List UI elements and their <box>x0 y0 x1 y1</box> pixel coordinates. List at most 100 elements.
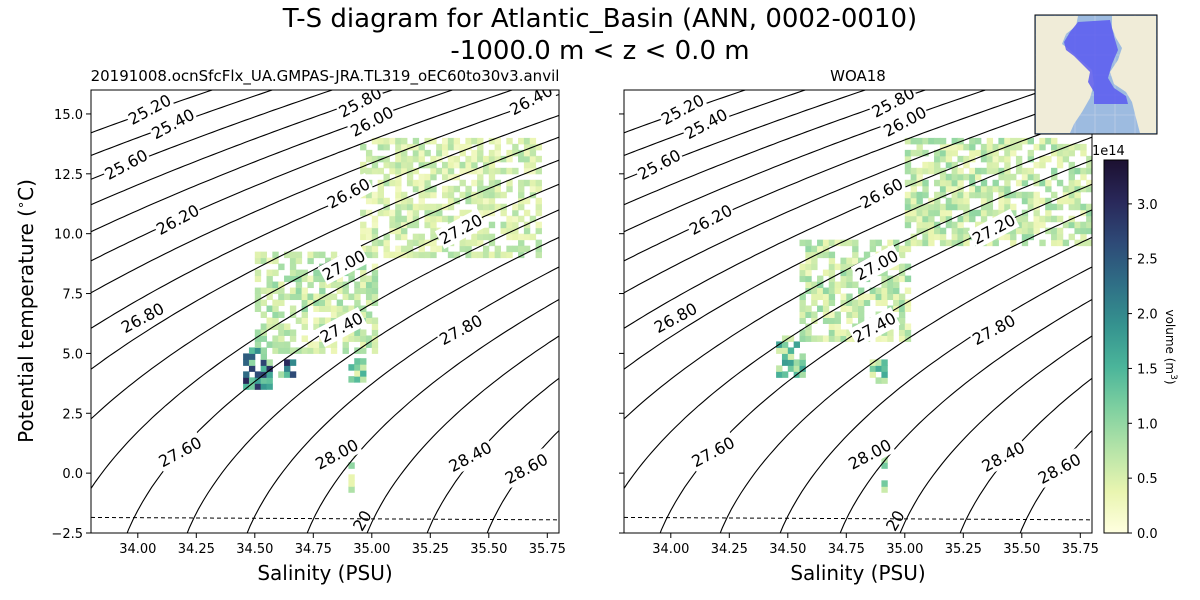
heatmap-cell <box>1080 209 1087 217</box>
heatmap-cell <box>1074 197 1081 205</box>
heatmap-cell <box>301 317 308 324</box>
heatmap-cell <box>1074 167 1081 175</box>
heatmap-cell <box>1068 191 1075 199</box>
x-tick-label: 35.00 <box>886 542 923 557</box>
x-tick-label: 34.50 <box>236 542 273 557</box>
heatmap-cell <box>980 215 988 223</box>
heatmap-cell <box>817 305 824 312</box>
heatmap-cell <box>430 173 437 181</box>
heatmap-cell <box>822 335 830 342</box>
heatmap-cell <box>1068 179 1075 187</box>
heatmap-cell <box>424 191 431 199</box>
heatmap-cell <box>371 347 379 354</box>
heatmap-cell <box>471 239 478 247</box>
heatmap-cell <box>389 167 396 175</box>
heatmap-cell <box>887 335 894 342</box>
heatmap-cell <box>254 257 262 265</box>
heatmap-cell <box>805 245 812 253</box>
heatmap-cell <box>447 197 455 205</box>
heatmap-cell <box>266 275 273 283</box>
heatmap-cell <box>360 281 367 289</box>
heatmap-cell <box>939 239 947 247</box>
heatmap-cell <box>248 365 256 372</box>
heatmap-cell <box>998 197 1005 205</box>
heatmap-cell <box>371 269 379 277</box>
heatmap-cell <box>500 203 507 211</box>
heatmap-cell <box>893 287 900 295</box>
heatmap-cell <box>254 299 262 307</box>
heatmap-cell <box>1039 215 1046 223</box>
heatmap-cell <box>776 347 783 354</box>
heatmap-cell <box>822 251 830 259</box>
heatmap-cell <box>881 462 888 469</box>
heatmap-cell <box>301 287 308 295</box>
heatmap-cell <box>313 293 320 301</box>
heatmap-cell <box>1068 173 1075 181</box>
heatmap-cell <box>477 209 484 217</box>
heatmap-cell <box>254 275 262 283</box>
heatmap-cell <box>319 281 326 289</box>
heatmap-cell <box>535 155 542 163</box>
heatmap-cell <box>494 251 501 259</box>
heatmap-cell <box>875 287 882 295</box>
heatmap-cell <box>781 347 789 354</box>
heatmap-cell <box>447 155 455 163</box>
contour-label-bg <box>123 90 176 130</box>
heatmap-cell <box>887 281 894 289</box>
heatmap-cell <box>401 203 408 211</box>
heatmap-cell <box>395 209 402 217</box>
heatmap-cell <box>928 233 935 241</box>
heatmap-cell <box>1056 161 1064 169</box>
density-contour-line <box>91 90 335 180</box>
heatmap-cell <box>904 299 912 307</box>
heatmap-cell <box>928 161 935 169</box>
heatmap-cell <box>360 329 367 336</box>
heatmap-cell <box>348 275 355 283</box>
heatmap-cell <box>453 143 461 151</box>
heatmap-cell <box>922 191 929 199</box>
heatmap-cell <box>518 137 525 145</box>
heatmap-cell <box>1086 167 1092 175</box>
heatmap-cell <box>488 161 496 169</box>
heatmap-cell <box>278 335 285 342</box>
heatmap-cell <box>406 155 414 163</box>
heatmap-cell <box>523 143 531 151</box>
heatmap-cell <box>406 215 414 223</box>
density-contour-line <box>91 93 559 294</box>
heatmap-cell <box>916 173 923 181</box>
x-tick-label: 35.75 <box>529 542 566 557</box>
heatmap-cell <box>459 239 466 247</box>
heatmap-cell <box>354 364 361 371</box>
heatmap-cell <box>1010 149 1017 157</box>
heatmap-cell <box>488 191 496 199</box>
heatmap-cell <box>289 371 297 378</box>
heatmap-cell <box>471 155 478 163</box>
x-tick-label: 34.25 <box>711 542 748 557</box>
heatmap-cell <box>482 227 490 235</box>
heatmap-cell <box>289 275 297 283</box>
heatmap-cell <box>243 371 250 378</box>
heatmap-cell <box>904 155 912 163</box>
heatmap-cell <box>811 287 818 295</box>
heatmap-cell <box>904 197 912 205</box>
heatmap-cell <box>793 359 800 366</box>
heatmap-cell <box>1092 192 1098 198</box>
heatmap-cell <box>793 341 800 348</box>
heatmap-cell <box>365 317 373 324</box>
heatmap-cell <box>1086 227 1092 235</box>
heatmap-cell <box>436 143 443 151</box>
heatmap-cell <box>1062 197 1070 205</box>
heatmap-cell <box>512 227 519 235</box>
heatmap-cell <box>1015 191 1023 199</box>
heatmap-cell <box>939 209 947 217</box>
heatmap-cell <box>875 239 882 247</box>
heatmap-cell <box>418 245 425 253</box>
heatmap-cell <box>1021 179 1029 187</box>
heatmap-cell <box>951 173 958 181</box>
colorbar-tick-label: 2.5 <box>1137 253 1158 268</box>
heatmap-cell <box>383 173 390 181</box>
heatmap-cell <box>500 251 507 259</box>
heatmap-cell <box>1092 234 1098 240</box>
density-contour-line <box>91 136 559 370</box>
heatmap-cell <box>477 191 484 199</box>
